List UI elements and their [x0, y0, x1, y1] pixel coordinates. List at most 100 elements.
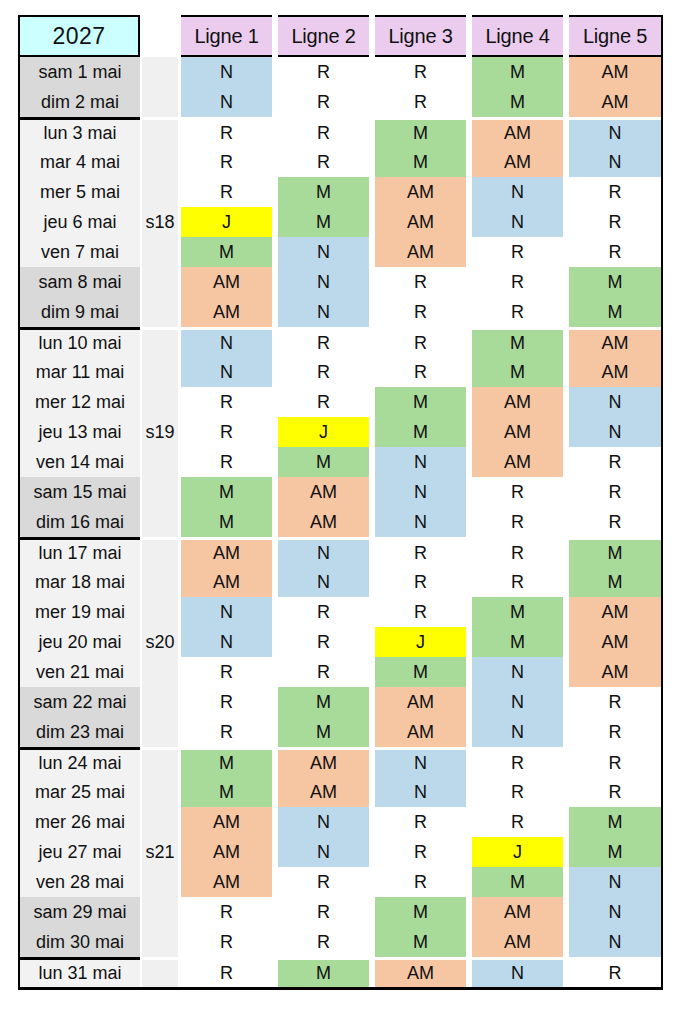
day-label-cell[interactable]: ven 21 mai	[18, 657, 140, 687]
shift-cell[interactable]: M	[178, 477, 275, 507]
shift-cell[interactable]: R	[275, 597, 372, 627]
shift-cell[interactable]: R	[275, 627, 372, 657]
week-number-cell[interactable]: s20	[140, 627, 178, 657]
day-label-cell[interactable]: jeu 20 mai	[18, 627, 140, 657]
week-number-cell[interactable]	[140, 297, 178, 327]
shift-cell[interactable]: N	[178, 357, 275, 387]
week-number-cell[interactable]: s19	[140, 417, 178, 447]
shift-cell[interactable]: AM	[275, 747, 372, 777]
shift-cell[interactable]: N	[566, 387, 663, 417]
shift-cell[interactable]: R	[469, 537, 566, 567]
shift-cell[interactable]: N	[469, 207, 566, 237]
shift-cell[interactable]: N	[469, 717, 566, 747]
shift-cell[interactable]: M	[469, 357, 566, 387]
shift-cell[interactable]: N	[275, 837, 372, 867]
week-number-cell[interactable]	[140, 327, 178, 357]
week-number-cell[interactable]	[140, 57, 178, 87]
shift-cell[interactable]: R	[469, 267, 566, 297]
shift-cell[interactable]: N	[275, 567, 372, 597]
week-number-cell[interactable]	[140, 357, 178, 387]
shift-cell[interactable]: AM	[178, 537, 275, 567]
shift-cell[interactable]: N	[469, 957, 566, 987]
shift-cell[interactable]: R	[372, 267, 469, 297]
day-label-cell[interactable]: lun 31 mai	[18, 957, 140, 987]
shift-cell[interactable]: M	[469, 327, 566, 357]
shift-cell[interactable]: R	[275, 357, 372, 387]
week-number-cell[interactable]	[140, 117, 178, 147]
shift-cell[interactable]: R	[372, 87, 469, 117]
shift-cell[interactable]: N	[372, 747, 469, 777]
shift-cell[interactable]: R	[275, 327, 372, 357]
shift-cell[interactable]: M	[566, 267, 663, 297]
shift-cell[interactable]: AM	[178, 807, 275, 837]
week-number-cell[interactable]	[140, 237, 178, 267]
day-label-cell[interactable]: mer 5 mai	[18, 177, 140, 207]
shift-cell[interactable]: R	[566, 177, 663, 207]
day-label-cell[interactable]: lun 17 mai	[18, 537, 140, 567]
shift-cell[interactable]: AM	[178, 867, 275, 897]
day-label-cell[interactable]: lun 24 mai	[18, 747, 140, 777]
shift-cell[interactable]: R	[372, 567, 469, 597]
shift-cell[interactable]: M	[566, 807, 663, 837]
shift-cell[interactable]: N	[372, 777, 469, 807]
shift-cell[interactable]: J	[372, 627, 469, 657]
shift-cell[interactable]: AM	[372, 177, 469, 207]
week-number-cell[interactable]	[140, 687, 178, 717]
shift-cell[interactable]: M	[566, 837, 663, 867]
shift-cell[interactable]: AM	[178, 267, 275, 297]
column-header-ligne-2[interactable]: Ligne 2	[275, 15, 372, 57]
shift-cell[interactable]: AM	[566, 87, 663, 117]
day-label-cell[interactable]: dim 23 mai	[18, 717, 140, 747]
week-number-cell[interactable]	[140, 507, 178, 537]
day-label-cell[interactable]: ven 14 mai	[18, 447, 140, 477]
shift-cell[interactable]: M	[469, 57, 566, 87]
shift-cell[interactable]: J	[275, 417, 372, 447]
shift-cell[interactable]: R	[275, 147, 372, 177]
shift-cell[interactable]: R	[372, 807, 469, 837]
shift-cell[interactable]: N	[469, 657, 566, 687]
day-label-cell[interactable]: mer 19 mai	[18, 597, 140, 627]
shift-cell[interactable]: N	[566, 117, 663, 147]
shift-cell[interactable]: AM	[566, 327, 663, 357]
day-label-cell[interactable]: mar 18 mai	[18, 567, 140, 597]
column-header-ligne-4[interactable]: Ligne 4	[469, 15, 566, 57]
shift-cell[interactable]: AM	[566, 597, 663, 627]
shift-cell[interactable]: R	[469, 507, 566, 537]
shift-cell[interactable]: R	[275, 117, 372, 147]
shift-cell[interactable]: R	[275, 87, 372, 117]
shift-cell[interactable]: M	[566, 537, 663, 567]
week-number-cell[interactable]	[140, 87, 178, 117]
shift-cell[interactable]: AM	[469, 147, 566, 177]
shift-cell[interactable]: AM	[469, 117, 566, 147]
shift-cell[interactable]: R	[275, 387, 372, 417]
day-label-cell[interactable]: dim 2 mai	[18, 87, 140, 117]
shift-cell[interactable]: AM	[469, 387, 566, 417]
week-number-cell[interactable]	[140, 387, 178, 417]
shift-cell[interactable]: M	[178, 237, 275, 267]
shift-cell[interactable]: AM	[275, 777, 372, 807]
shift-cell[interactable]: R	[372, 837, 469, 867]
shift-cell[interactable]: R	[566, 507, 663, 537]
day-label-cell[interactable]: ven 7 mai	[18, 237, 140, 267]
shift-cell[interactable]: M	[275, 957, 372, 987]
shift-cell[interactable]: R	[566, 717, 663, 747]
day-label-cell[interactable]: jeu 27 mai	[18, 837, 140, 867]
shift-cell[interactable]: R	[469, 297, 566, 327]
day-label-cell[interactable]: jeu 6 mai	[18, 207, 140, 237]
week-number-cell[interactable]	[140, 897, 178, 927]
shift-cell[interactable]: J	[469, 837, 566, 867]
shift-cell[interactable]: AM	[178, 567, 275, 597]
shift-cell[interactable]: M	[372, 417, 469, 447]
shift-cell[interactable]: R	[372, 57, 469, 87]
week-number-cell[interactable]	[140, 177, 178, 207]
shift-cell[interactable]: N	[469, 177, 566, 207]
column-header-ligne-3[interactable]: Ligne 3	[372, 15, 469, 57]
shift-cell[interactable]: N	[178, 597, 275, 627]
shift-cell[interactable]: R	[372, 327, 469, 357]
shift-cell[interactable]: R	[372, 537, 469, 567]
shift-cell[interactable]: M	[469, 627, 566, 657]
shift-cell[interactable]: R	[566, 447, 663, 477]
shift-cell[interactable]: M	[275, 717, 372, 747]
shift-cell[interactable]: M	[178, 507, 275, 537]
shift-cell[interactable]: AM	[469, 417, 566, 447]
